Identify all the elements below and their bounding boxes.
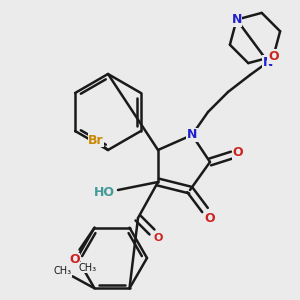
Text: CH₃: CH₃ xyxy=(78,263,97,273)
Text: O: O xyxy=(205,212,215,224)
Text: O: O xyxy=(233,146,243,160)
Text: O: O xyxy=(69,253,80,266)
Text: N: N xyxy=(187,128,197,142)
Text: CH₃: CH₃ xyxy=(53,266,72,276)
Text: O: O xyxy=(268,50,279,63)
Text: O: O xyxy=(153,233,163,243)
Text: HO: HO xyxy=(94,185,115,199)
Text: N: N xyxy=(231,13,242,26)
Text: Br: Br xyxy=(88,134,104,146)
Text: N: N xyxy=(263,56,273,68)
